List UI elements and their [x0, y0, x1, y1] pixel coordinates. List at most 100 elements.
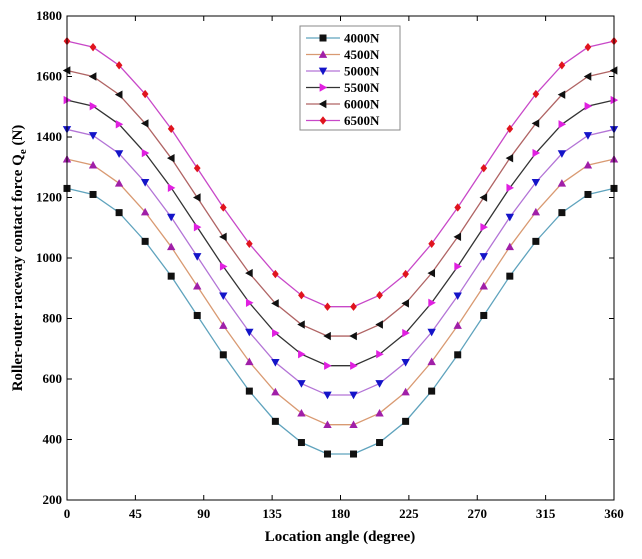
data-point: [402, 269, 409, 279]
data-point: [532, 89, 540, 99]
data-point: [558, 209, 566, 217]
data-point: [167, 272, 175, 280]
data-point: [583, 132, 593, 140]
data-point: [193, 193, 201, 202]
data-point: [584, 190, 592, 198]
x-tick-label: 360: [604, 506, 624, 521]
data-point: [583, 160, 593, 169]
data-point: [298, 349, 306, 359]
data-point: [454, 262, 462, 271]
data-point: [219, 262, 228, 271]
data-point: [271, 299, 279, 308]
data-point: [272, 269, 279, 279]
data-point: [245, 239, 253, 248]
data-point: [531, 119, 540, 128]
data-point: [350, 361, 358, 370]
data-point: [115, 120, 124, 129]
x-tick-label: 315: [536, 506, 556, 521]
data-point: [401, 299, 409, 308]
data-point: [350, 450, 358, 458]
data-point: [167, 183, 176, 193]
legend-marker: [318, 50, 328, 58]
legend-label: 6500N: [344, 113, 380, 128]
data-point: [219, 292, 228, 301]
data-point: [557, 150, 567, 158]
data-point: [427, 357, 436, 366]
series-4500N: [62, 154, 619, 429]
y-tick-label: 600: [43, 371, 63, 386]
data-point: [88, 132, 98, 140]
data-point: [193, 311, 201, 319]
series-4000N: [63, 184, 618, 458]
data-point: [584, 42, 592, 52]
data-point: [479, 281, 488, 290]
data-point: [114, 90, 123, 99]
data-point: [166, 242, 176, 251]
data-point: [271, 387, 280, 396]
data-point: [350, 302, 357, 311]
x-tick-label: 180: [331, 506, 351, 521]
legend-marker: [318, 99, 327, 109]
data-point: [297, 320, 305, 329]
data-point: [505, 213, 515, 222]
data-point: [427, 328, 436, 337]
data-point: [323, 450, 331, 458]
data-point: [428, 298, 436, 307]
data-point: [583, 72, 592, 81]
data-point: [193, 163, 201, 173]
series-5000N: [62, 126, 619, 400]
data-point: [453, 232, 462, 242]
data-point: [428, 387, 436, 395]
x-tick-label: 270: [468, 506, 488, 521]
series-line: [66, 40, 615, 308]
data-point: [376, 439, 384, 447]
data-point: [557, 90, 566, 99]
data-point: [427, 268, 436, 278]
data-point: [297, 408, 306, 417]
series-6000N: [62, 66, 618, 341]
legend-entry: 4500N: [306, 47, 380, 62]
data-point: [166, 213, 176, 222]
data-point: [245, 298, 254, 307]
legend-marker: [318, 67, 328, 76]
data-point: [245, 357, 254, 366]
data-point: [271, 417, 279, 425]
legend-marker: [319, 116, 327, 125]
y-tick-label: 200: [43, 492, 63, 507]
data-point: [141, 89, 149, 99]
data-point: [401, 359, 410, 367]
data-point: [89, 101, 98, 111]
data-point: [245, 268, 253, 278]
data-point: [219, 321, 228, 329]
data-point: [480, 163, 488, 173]
y-tick-label: 1800: [36, 8, 62, 23]
data-point: [219, 203, 227, 212]
data-point: [453, 321, 462, 329]
data-point: [349, 391, 358, 400]
data-point: [349, 420, 358, 429]
series-line: [66, 99, 615, 367]
data-point: [193, 253, 202, 261]
y-tick-label: 1400: [36, 129, 62, 144]
data-point: [297, 439, 305, 447]
data-point: [193, 281, 202, 290]
data-point: [245, 328, 254, 337]
data-point: [245, 387, 253, 395]
data-point: [402, 417, 410, 425]
data-point: [506, 183, 515, 193]
data-point: [505, 153, 514, 163]
data-point: [532, 237, 540, 245]
data-point: [89, 190, 97, 198]
data-point: [506, 124, 514, 134]
data-point: [376, 291, 383, 300]
series-line: [66, 128, 615, 396]
data-point: [297, 380, 306, 388]
legend-label: 4500N: [344, 47, 380, 62]
y-tick-label: 400: [43, 432, 63, 447]
data-point: [558, 120, 567, 129]
series-line: [66, 158, 615, 426]
data-point: [115, 209, 123, 217]
data-point: [531, 179, 541, 187]
data-point: [479, 253, 488, 261]
